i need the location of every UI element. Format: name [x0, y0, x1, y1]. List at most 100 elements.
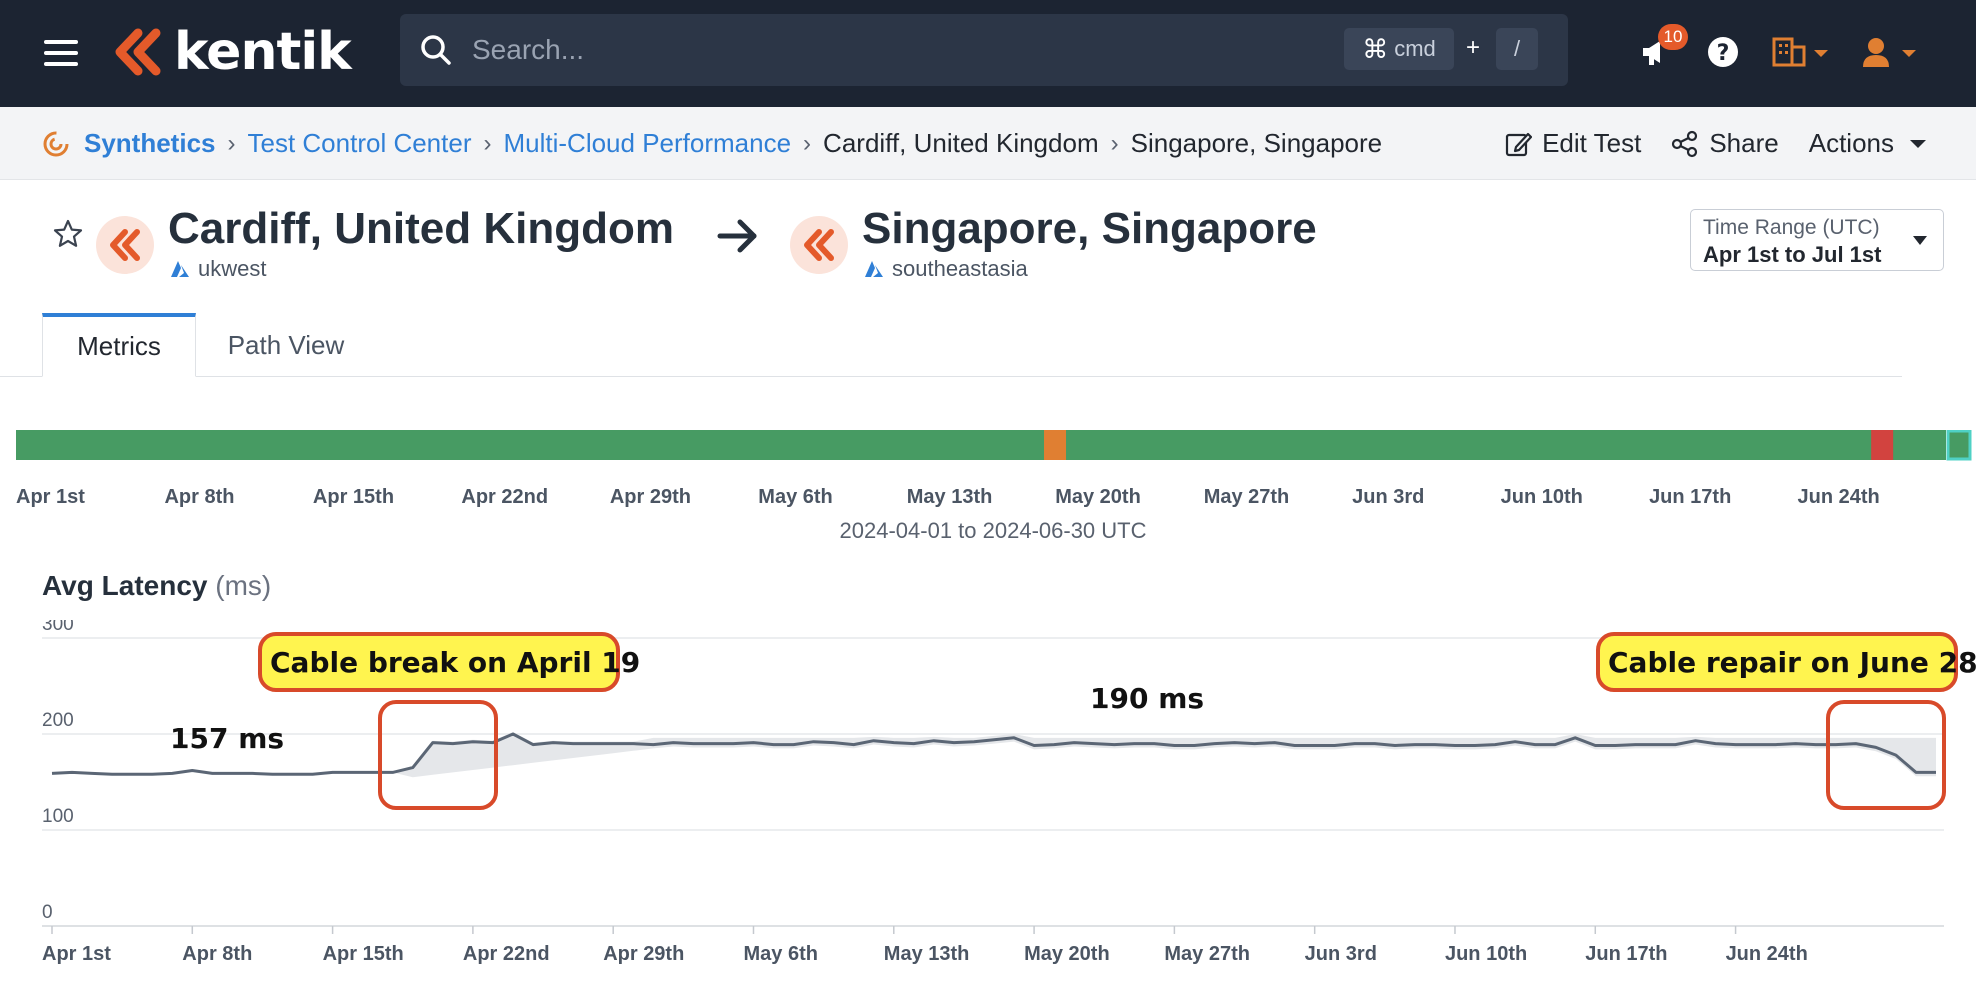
svg-text:?: ?	[1717, 41, 1730, 66]
favorite-star-icon[interactable]	[52, 218, 84, 250]
x-tick-label: Apr 15th	[323, 943, 404, 965]
timeline-tick-label: Apr 8th	[164, 486, 235, 508]
azure-icon	[171, 261, 189, 277]
time-range-label: Time Range (UTC)	[1703, 216, 1880, 239]
x-tick-label: Jun 10th	[1445, 943, 1527, 965]
timeline-critical-segment[interactable]	[1871, 430, 1894, 460]
share-button[interactable]: Share	[1671, 128, 1779, 159]
tabs-divider	[0, 376, 1902, 377]
timeline-warning-segment[interactable]	[1044, 430, 1067, 460]
chevron-right-icon: ›	[483, 129, 492, 157]
tab-metrics[interactable]: Metrics	[42, 313, 196, 377]
baseline-latency-label: 157 ms	[170, 722, 285, 755]
breadcrumb-test-control-center[interactable]: Test Control Center	[247, 128, 472, 158]
megaphone-icon	[1643, 41, 1660, 65]
target-agent-logo	[790, 216, 848, 274]
y-tick-label: 0	[42, 902, 53, 923]
time-range-selector[interactable]: Time Range (UTC) Apr 1st to Jul 1st	[1690, 209, 1944, 271]
x-tick-label: Apr 29th	[603, 943, 684, 965]
breadcrumb-target: Singapore, Singapore	[1130, 128, 1383, 158]
chart-title-text: Avg Latency	[42, 570, 208, 601]
x-tick-label: Jun 3rd	[1305, 943, 1377, 965]
health-timeline[interactable]	[16, 430, 1976, 462]
azure-icon	[865, 261, 883, 277]
chevron-right-icon: ›	[803, 129, 812, 157]
source-agent-logo	[96, 216, 154, 274]
search-input[interactable]	[472, 28, 1272, 72]
x-tick-label: Jun 17th	[1585, 943, 1667, 965]
tab-path-view[interactable]: Path View	[227, 329, 345, 360]
help-icon: ?	[1708, 37, 1738, 67]
caret-down-icon	[1913, 236, 1927, 245]
x-tick-label: Apr 8th	[182, 943, 252, 965]
kentik-agent-icon	[804, 229, 834, 261]
search-icon	[421, 35, 451, 65]
edit-test-button[interactable]: Edit Test	[1504, 128, 1641, 159]
shortcut-plus: +	[1466, 34, 1481, 61]
avg-latency-chart[interactable]: 0 100 200 300 Apr 1st Apr 8th Apr 15th Apr 22nd…	[0, 620, 1976, 990]
timeline-tick-label: May 20th	[1055, 486, 1141, 508]
timeline-tick-label: Apr 1st	[16, 486, 85, 508]
edit-icon	[1505, 132, 1533, 156]
x-tick-label: May 27th	[1164, 943, 1250, 965]
chart-title: Avg Latency (ms)	[42, 570, 271, 602]
breadcrumb-bar: Synthetics › Test Control Center › Multi…	[0, 107, 1976, 180]
help-button[interactable]: ?	[1706, 30, 1740, 74]
top-navigation-bar: kentik ⌘ cmd + / 10 ?	[0, 0, 1976, 107]
cable-break-callout: Cable break on April 19	[258, 632, 640, 692]
user-menu-button[interactable]	[1862, 30, 1920, 74]
x-tick-label: May 20th	[1024, 943, 1110, 965]
timeline-tick-label: Jun 17th	[1649, 486, 1732, 508]
x-tick-label: May 13th	[884, 943, 970, 965]
edit-test-label: Edit Test	[1542, 128, 1642, 158]
cable-repair-highlight	[1826, 700, 1946, 810]
shortcut-cmd-key: ⌘ cmd	[1344, 28, 1454, 70]
hamburger-menu-icon[interactable]	[44, 40, 78, 66]
caret-down-icon	[1910, 139, 1926, 148]
notifications-button[interactable]: 10	[1640, 24, 1688, 74]
kentik-logo[interactable]: kentik	[112, 20, 352, 84]
time-range-value: Apr 1st to Jul 1st	[1703, 242, 1882, 267]
kentik-logo-mark-icon	[115, 28, 161, 76]
timeline-tick-label: Apr 29th	[609, 486, 691, 508]
elevated-latency-label: 190 ms	[1090, 682, 1205, 715]
synthetics-icon	[43, 131, 69, 156]
target-title: Singapore, Singapore	[862, 204, 1317, 253]
timeline-tick-label: Apr 15th	[312, 486, 395, 508]
cable-break-highlight	[378, 700, 498, 810]
target-region-label: southeastasia	[892, 256, 1028, 281]
building-icon	[1772, 37, 1828, 67]
command-icon: ⌘	[1362, 33, 1389, 64]
global-search[interactable]: ⌘ cmd + /	[400, 14, 1568, 86]
kentik-agent-icon	[110, 229, 140, 261]
x-tick-label: Apr 22nd	[463, 943, 550, 965]
source-region: ukwest	[170, 256, 266, 282]
notification-badge: 10	[1658, 24, 1688, 50]
x-tick-label: Jun 24th	[1726, 943, 1808, 965]
y-tick-label: 300	[42, 620, 74, 635]
timeline-tick-label: Jun 24th	[1797, 486, 1880, 508]
timeline-tick-label: May 27th	[1203, 486, 1290, 508]
timeline-tick-label: Apr 22nd	[461, 486, 549, 508]
source-title: Cardiff, United Kingdom	[168, 204, 674, 253]
arrow-right-icon	[717, 219, 757, 253]
shortcut-cmd-label: cmd	[1394, 36, 1436, 61]
breadcrumb: Synthetics › Test Control Center › Multi…	[42, 107, 1382, 180]
chevron-right-icon: ›	[227, 129, 236, 157]
timeline-tick-label: Jun 3rd	[1352, 486, 1425, 508]
actions-dropdown[interactable]: Actions	[1809, 128, 1928, 159]
breadcrumb-synthetics[interactable]: Synthetics	[84, 128, 216, 158]
x-tick-label: Apr 1st	[42, 943, 111, 965]
share-icon	[1672, 130, 1698, 157]
timeline-selected-segment[interactable]	[1946, 430, 1972, 461]
timeline-tick-label: May 13th	[906, 486, 993, 508]
logo-text: kentik	[174, 22, 352, 82]
chevron-right-icon: ›	[1110, 129, 1119, 157]
latency-series-line[interactable]	[51, 732, 1936, 776]
organization-menu-button[interactable]	[1772, 30, 1830, 74]
breadcrumb-source: Cardiff, United Kingdom	[823, 128, 1099, 158]
breadcrumb-multi-cloud-performance[interactable]: Multi-Cloud Performance	[503, 128, 792, 158]
y-tick-label: 100	[42, 806, 74, 827]
source-region-label: ukwest	[198, 256, 267, 281]
timeline-healthy-segment[interactable]	[16, 430, 1946, 460]
